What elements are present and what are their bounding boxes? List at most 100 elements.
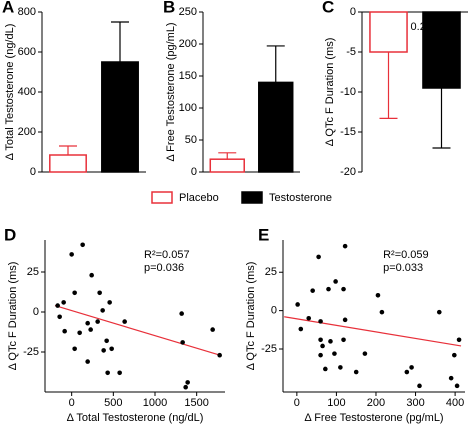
y-tick-label: 50 — [185, 134, 197, 146]
bar — [258, 81, 294, 173]
panel-letter: B — [163, 0, 175, 16]
point — [210, 327, 215, 332]
point — [404, 369, 410, 375]
point — [104, 338, 109, 344]
bar — [209, 158, 245, 173]
y-axis-label: Δ QTc F Duration (ms) — [245, 262, 257, 371]
bar — [101, 61, 139, 173]
point — [85, 359, 90, 364]
trend-line — [54, 305, 221, 356]
point — [117, 370, 122, 376]
x-tick-label: 0 — [69, 397, 75, 409]
y-tick-label: 150 — [179, 70, 197, 82]
point — [97, 290, 102, 296]
y-tick-label: -10 — [340, 86, 356, 98]
point — [332, 351, 337, 356]
point — [89, 272, 94, 278]
point — [80, 242, 85, 248]
point — [298, 326, 304, 332]
y-tick-label: 200 — [179, 38, 197, 50]
y-tick-label: 200 — [18, 126, 36, 138]
point — [328, 339, 333, 344]
x-tick-label: 0 — [294, 397, 300, 409]
point — [180, 340, 185, 345]
point — [326, 286, 331, 292]
point — [88, 327, 93, 332]
x-tick-label: 1000 — [143, 397, 167, 409]
point — [61, 300, 66, 305]
point — [183, 384, 188, 390]
point — [342, 317, 348, 323]
x-tick-label: 400 — [446, 397, 464, 409]
y-tick-label: -20 — [340, 166, 356, 178]
trend-line — [284, 316, 462, 347]
point — [105, 370, 110, 376]
y-tick-label: -5 — [346, 46, 356, 58]
point — [353, 369, 359, 375]
point — [318, 352, 323, 358]
point — [341, 337, 346, 343]
y-tick-label: 0 — [30, 166, 36, 178]
panel-letter: C — [322, 0, 334, 16]
point — [109, 346, 114, 352]
point — [72, 346, 77, 352]
point — [318, 337, 323, 343]
point — [342, 243, 348, 249]
y-tick-label: -25 — [23, 346, 39, 358]
y-axis-label: Δ QTc F Duration (ms) — [7, 262, 19, 371]
point — [323, 366, 328, 372]
annotation: p=0.036 — [144, 262, 184, 274]
point — [375, 292, 381, 298]
point — [57, 314, 62, 320]
point — [409, 365, 414, 370]
annotation: R²=0.057 — [144, 249, 190, 261]
point — [100, 308, 105, 313]
point — [362, 351, 368, 356]
y-tick-label: 0 — [271, 305, 277, 317]
y-tick-label: 25 — [265, 266, 277, 278]
y-tick-label: 250 — [179, 6, 197, 18]
y-tick-label: 0 — [33, 306, 39, 318]
x-tick-label: 200 — [367, 397, 385, 409]
point — [295, 302, 300, 307]
point — [179, 311, 184, 316]
point — [338, 365, 343, 370]
y-tick-label: 400 — [18, 86, 36, 98]
y-tick-label: 600 — [18, 46, 36, 58]
y-tick-label: 0 — [191, 166, 197, 178]
y-tick-label: -15 — [340, 126, 356, 138]
point — [77, 330, 82, 336]
point — [341, 286, 346, 292]
y-axis-label: Δ QTc F Duration (ms) — [324, 38, 336, 147]
point — [101, 348, 106, 353]
point — [452, 352, 457, 358]
y-tick-label: 800 — [18, 6, 36, 18]
annotation: R²=0.059 — [383, 249, 429, 261]
bar — [49, 154, 87, 173]
y-tick-label: -25 — [261, 343, 277, 355]
y-tick-label: 0 — [350, 6, 356, 18]
point — [62, 328, 67, 334]
point — [448, 375, 454, 381]
point — [310, 288, 315, 293]
point — [122, 319, 127, 324]
y-tick-label: 100 — [179, 102, 197, 114]
point — [320, 343, 325, 349]
point — [217, 352, 222, 358]
y-tick-label: 25 — [27, 266, 39, 278]
point — [69, 252, 74, 257]
point — [379, 309, 385, 315]
point — [436, 309, 442, 315]
legend-label: Testosterone — [269, 192, 332, 204]
point — [333, 279, 338, 284]
point — [306, 316, 312, 321]
x-tick-label: 300 — [406, 397, 424, 409]
point — [55, 303, 60, 308]
point — [456, 337, 462, 343]
y-axis-label: Δ Total Testosterone (ng/dL) — [4, 24, 16, 161]
x-tick-label: 100 — [327, 397, 345, 409]
point — [85, 320, 90, 326]
y-axis-label: Δ Free Testosterone (pg/mL) — [165, 22, 177, 161]
x-tick-label: 500 — [104, 397, 122, 409]
